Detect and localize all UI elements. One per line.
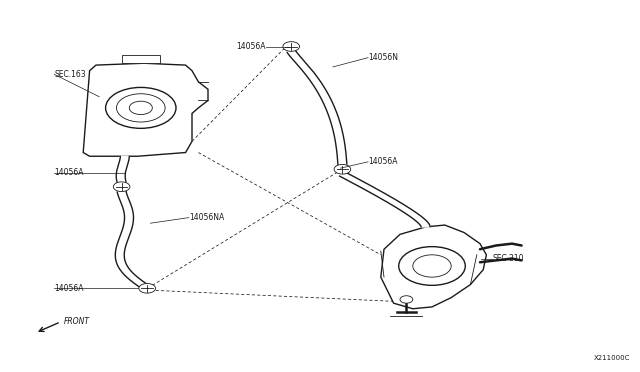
Circle shape [400,296,413,303]
Polygon shape [115,191,150,290]
Text: SEC.210: SEC.210 [493,254,524,263]
Polygon shape [381,225,486,309]
Text: 14056A: 14056A [54,284,84,293]
Polygon shape [287,51,347,164]
Circle shape [334,164,351,174]
Text: FRONT: FRONT [64,317,90,326]
Text: 14056A: 14056A [54,169,84,177]
Polygon shape [116,156,129,183]
Text: 14056A: 14056A [236,42,266,51]
Text: SEC.163: SEC.163 [54,70,86,79]
Polygon shape [83,63,208,156]
Circle shape [129,101,152,115]
Circle shape [283,42,300,51]
Text: X211000C: X211000C [594,355,630,361]
Circle shape [139,283,156,293]
Circle shape [399,247,465,285]
Text: 14056A: 14056A [368,157,397,166]
Circle shape [116,94,165,122]
Polygon shape [339,172,430,227]
Circle shape [106,87,176,128]
Circle shape [113,182,130,192]
Text: 14056NA: 14056NA [189,213,224,222]
FancyBboxPatch shape [122,55,160,63]
Circle shape [413,255,451,277]
Text: 14056N: 14056N [368,53,398,62]
